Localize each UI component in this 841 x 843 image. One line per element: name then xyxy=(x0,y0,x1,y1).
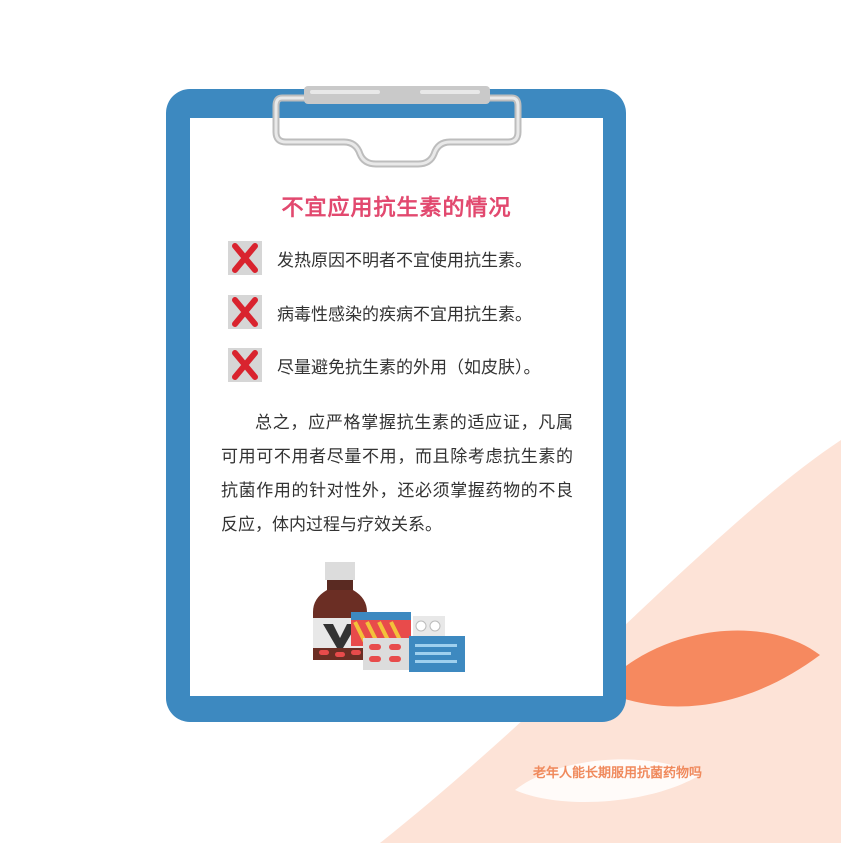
list-item: 发热原因不明者不宜使用抗生素。 xyxy=(227,240,532,276)
summary-paragraph: 总之，应严格掌握抗生素的适应证，凡属可用可不用者尽量不用，而且除考虑抗生素的抗菌… xyxy=(221,413,573,535)
clipboard-paper xyxy=(190,118,603,696)
list-item-text: 尽量避免抗生素的外用（如皮肤）。 xyxy=(277,357,541,378)
white-leaf-shape xyxy=(515,759,700,802)
medicine-illustration-icon xyxy=(313,562,465,672)
red-x-icon xyxy=(228,241,262,275)
red-x-icon xyxy=(228,348,262,382)
list-item-text: 病毒性感染的疾病不宜用抗生素。 xyxy=(277,304,532,325)
clipboard-clip-icon xyxy=(272,86,522,168)
card-title: 不宜应用抗生素的情况 xyxy=(281,195,512,221)
footer-caption: 老年人能长期服用抗菌药物吗 xyxy=(533,766,703,781)
red-x-icon xyxy=(228,295,262,329)
list-item: 尽量避免抗生素的外用（如皮肤）。 xyxy=(227,347,541,383)
list-item: 病毒性感染的疾病不宜用抗生素。 xyxy=(227,294,532,330)
list-item-text: 发热原因不明者不宜使用抗生素。 xyxy=(277,250,532,271)
orange-leaf-shape xyxy=(600,630,820,707)
